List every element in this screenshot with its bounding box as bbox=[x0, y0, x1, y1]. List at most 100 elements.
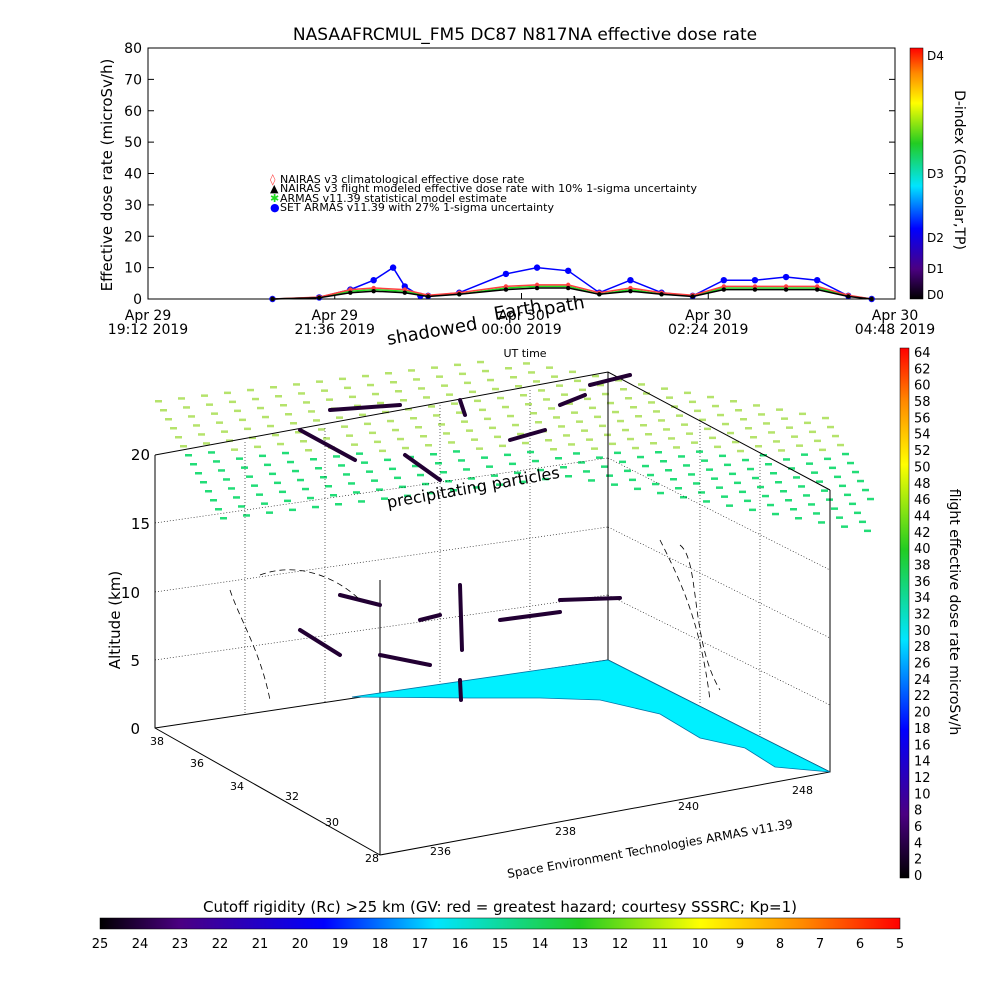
dose-tick-label: 56 bbox=[914, 411, 931, 426]
particle-mark bbox=[647, 473, 654, 477]
particle-mark bbox=[767, 503, 774, 507]
particle-mark bbox=[247, 388, 254, 392]
particle-mark bbox=[737, 449, 744, 453]
legend-symbol-nairas-flight: ▲ bbox=[270, 182, 279, 195]
dose-tick-label: 34 bbox=[914, 591, 931, 606]
particle-mark bbox=[558, 425, 565, 428]
particle-mark bbox=[330, 494, 337, 497]
series-point-3 bbox=[721, 287, 727, 292]
particle-mark bbox=[381, 497, 388, 500]
particle-mark bbox=[523, 362, 530, 365]
series-point-0 bbox=[751, 276, 759, 284]
particle-mark bbox=[726, 504, 733, 507]
particle-mark bbox=[397, 437, 404, 441]
lon-ticks: 236 238 240 248 bbox=[430, 784, 813, 858]
particle-mark bbox=[440, 471, 447, 474]
particle-mark bbox=[494, 435, 501, 439]
particle-mark bbox=[716, 486, 723, 489]
particle-mark bbox=[525, 403, 532, 406]
series-point-3 bbox=[425, 294, 431, 299]
rigidity-tick-label: 14 bbox=[532, 937, 549, 952]
particle-mark bbox=[348, 482, 355, 485]
particle-mark bbox=[362, 374, 369, 378]
particle-mark bbox=[188, 415, 195, 418]
top-ytick-label: 50 bbox=[124, 135, 142, 151]
particle-mark bbox=[701, 459, 708, 462]
series-point-3 bbox=[814, 287, 820, 292]
particle-mark bbox=[601, 465, 608, 468]
rigidity-tick-label: 9 bbox=[736, 937, 744, 952]
particle-mark bbox=[297, 478, 304, 482]
lat-tick-30: 30 bbox=[325, 816, 339, 829]
series-point-2 bbox=[628, 285, 633, 291]
particle-mark bbox=[548, 407, 555, 410]
legend-symbol-nairas-clim: ◊ bbox=[270, 173, 276, 186]
top-ytick-label: 20 bbox=[124, 229, 142, 245]
series-line-1 bbox=[272, 285, 872, 300]
particle-mark bbox=[678, 455, 685, 458]
particle-mark bbox=[170, 427, 177, 430]
particle-mark bbox=[663, 428, 670, 431]
particle-mark bbox=[615, 379, 622, 382]
particle-mark bbox=[264, 463, 271, 467]
particle-mark bbox=[367, 383, 374, 387]
particle-mark bbox=[768, 431, 775, 434]
particle-mark bbox=[201, 394, 208, 397]
particle-mark bbox=[811, 471, 818, 474]
dose-tick-label: 36 bbox=[914, 575, 931, 590]
particle-mark bbox=[588, 479, 595, 482]
particle-mark bbox=[384, 458, 391, 462]
particle-mark bbox=[620, 388, 627, 391]
particle-mark bbox=[822, 416, 829, 420]
particle-mark bbox=[629, 478, 636, 482]
particle-mark bbox=[684, 391, 691, 395]
particle-mark bbox=[551, 375, 558, 378]
particle-mark bbox=[576, 420, 583, 423]
top-ytick-label: 30 bbox=[124, 198, 142, 214]
particle-mark bbox=[565, 475, 572, 478]
rigidity-tick-label: 19 bbox=[332, 937, 349, 952]
dose-colorbar: 0246810121416182022242628303234363840424… bbox=[899, 346, 962, 884]
particle-mark bbox=[473, 486, 480, 489]
top-ytick-label: 80 bbox=[124, 41, 142, 57]
particle-mark bbox=[477, 360, 484, 364]
particle-mark bbox=[609, 442, 616, 446]
particle-mark bbox=[190, 463, 197, 466]
series-point-2 bbox=[534, 282, 540, 288]
particle-mark bbox=[379, 449, 386, 453]
series-point-2 bbox=[348, 287, 353, 292]
top-series-group bbox=[269, 264, 875, 303]
particle-mark bbox=[234, 409, 241, 413]
particle-mark bbox=[689, 400, 696, 404]
particle-mark bbox=[683, 464, 690, 467]
particle-mark bbox=[658, 419, 665, 422]
particle-mark bbox=[839, 484, 846, 488]
particle-mark bbox=[308, 410, 315, 413]
particle-mark bbox=[275, 395, 282, 398]
particle-mark bbox=[471, 438, 478, 441]
particle-mark bbox=[831, 507, 838, 510]
particle-mark bbox=[402, 446, 409, 450]
d-index-tick-1: D1 bbox=[927, 262, 944, 276]
dose-tick-label: 38 bbox=[914, 558, 931, 573]
dose-tick-label: 16 bbox=[914, 738, 931, 753]
particle-mark bbox=[783, 458, 790, 461]
particle-mark bbox=[537, 468, 544, 472]
particle-mark bbox=[443, 432, 450, 435]
particle-mark bbox=[727, 431, 734, 435]
particle-mark bbox=[441, 384, 448, 387]
series-point-3 bbox=[869, 296, 874, 302]
rigidity-tick-label: 13 bbox=[572, 937, 589, 952]
particle-mark bbox=[735, 409, 742, 412]
particle-mark bbox=[464, 381, 471, 385]
particle-mark bbox=[709, 436, 716, 440]
particle-mark bbox=[819, 448, 826, 452]
particle-mark bbox=[399, 485, 406, 489]
particle-mark bbox=[714, 445, 721, 449]
chart-title: NASAAFRCMUL_FM5 DC87 N817NA effective do… bbox=[293, 25, 757, 45]
particle-mark bbox=[627, 437, 634, 441]
particle-mark bbox=[502, 405, 509, 409]
particle-mark bbox=[528, 371, 535, 374]
flight-tracks bbox=[298, 373, 632, 702]
particle-mark bbox=[466, 429, 473, 432]
